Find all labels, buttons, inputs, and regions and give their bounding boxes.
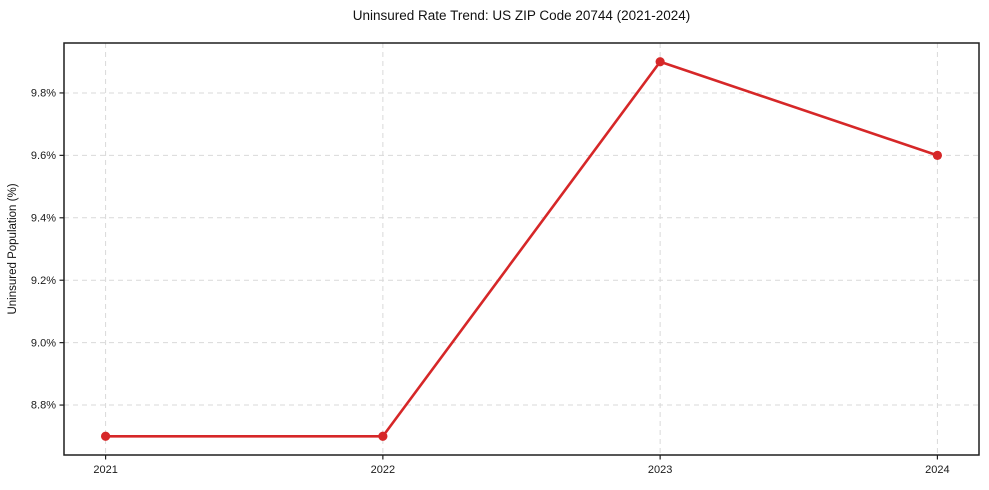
plot-border (63, 42, 980, 456)
data-point (100, 431, 111, 441)
data-point (655, 57, 665, 67)
chart-title: Uninsured Rate Trend: US ZIP Code 20744 … (352, 8, 691, 23)
y-tick-label: 9.2% (31, 275, 56, 287)
y-tick-label: 8.8% (31, 400, 56, 412)
x-tick-label: 2024 (925, 464, 949, 476)
y-tick-label: 9.8% (31, 88, 56, 100)
x-tick-label: 2023 (648, 464, 672, 476)
y-tick-label: 9.6% (31, 150, 56, 162)
x-tick-label: 2021 (93, 464, 117, 476)
data-point (378, 431, 388, 441)
y-tick-label: 9.0% (31, 337, 56, 349)
y-tick-label: 9.4% (31, 212, 56, 224)
trend-line (104, 60, 939, 438)
data-point (932, 150, 943, 160)
x-tick-label: 2022 (371, 464, 395, 476)
